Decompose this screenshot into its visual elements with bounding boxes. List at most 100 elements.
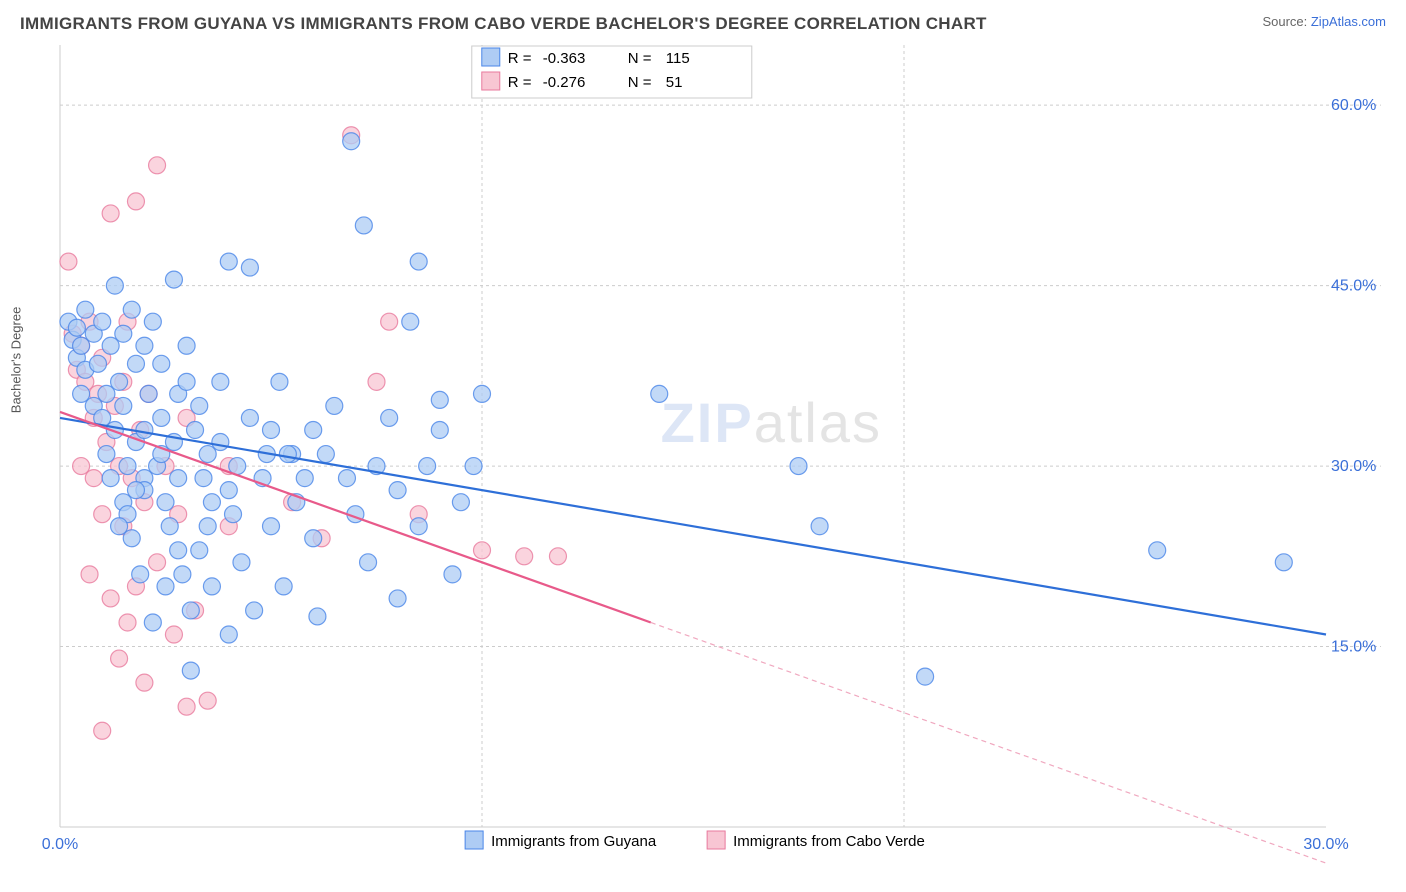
data-point	[296, 470, 313, 487]
data-point	[111, 373, 128, 390]
data-point	[651, 385, 668, 402]
legend-swatch	[707, 831, 725, 849]
source-label: Source:	[1262, 14, 1310, 29]
data-point	[516, 548, 533, 565]
legend-swatch	[465, 831, 483, 849]
data-point	[149, 157, 166, 174]
data-point	[85, 470, 102, 487]
data-point	[178, 373, 195, 390]
data-point	[111, 518, 128, 535]
y-tick-label: 60.0%	[1331, 97, 1376, 114]
data-point	[203, 578, 220, 595]
data-point	[233, 554, 250, 571]
data-point	[790, 458, 807, 475]
data-point	[309, 608, 326, 625]
source-link[interactable]: ZipAtlas.com	[1311, 14, 1386, 29]
data-point	[81, 566, 98, 583]
data-point	[452, 494, 469, 511]
data-point	[178, 698, 195, 715]
data-point	[161, 518, 178, 535]
data-point	[1149, 542, 1166, 559]
data-point	[106, 277, 123, 294]
data-point	[305, 421, 322, 438]
data-point	[474, 385, 491, 402]
data-point	[271, 373, 288, 390]
data-point	[410, 253, 427, 270]
data-point	[203, 494, 220, 511]
legend-r-value: -0.363	[543, 50, 586, 67]
data-point	[149, 554, 166, 571]
y-axis-label: Bachelor's Degree	[9, 306, 24, 413]
data-point	[170, 470, 187, 487]
data-point	[77, 301, 94, 318]
data-point	[98, 446, 115, 463]
legend-swatch	[482, 72, 500, 90]
data-point	[355, 217, 372, 234]
data-point	[94, 722, 111, 739]
data-point	[199, 692, 216, 709]
data-point	[102, 470, 119, 487]
data-point	[305, 530, 322, 547]
data-point	[191, 542, 208, 559]
data-point	[144, 313, 161, 330]
legend-swatch	[482, 48, 500, 66]
data-point	[402, 313, 419, 330]
data-point	[917, 668, 934, 685]
y-tick-label: 15.0%	[1331, 639, 1376, 656]
x-tick-label: 30.0%	[1303, 836, 1348, 853]
data-point	[263, 421, 280, 438]
data-point	[431, 421, 448, 438]
data-point	[157, 494, 174, 511]
data-point	[343, 133, 360, 150]
data-point	[419, 458, 436, 475]
data-point	[263, 518, 280, 535]
data-point	[381, 409, 398, 426]
data-point	[246, 602, 263, 619]
data-point	[140, 385, 157, 402]
data-point	[136, 337, 153, 354]
data-point	[212, 434, 229, 451]
legend-series-label: Immigrants from Cabo Verde	[733, 833, 925, 850]
data-point	[220, 626, 237, 643]
data-point	[170, 542, 187, 559]
data-point	[127, 355, 144, 372]
data-point	[182, 602, 199, 619]
source-attribution: Source: ZipAtlas.com	[1262, 14, 1386, 29]
watermark: ZIPatlas	[661, 391, 882, 454]
data-point	[220, 253, 237, 270]
data-point	[389, 590, 406, 607]
data-point	[60, 253, 77, 270]
data-point	[279, 446, 296, 463]
data-point	[174, 566, 191, 583]
y-tick-label: 30.0%	[1331, 458, 1376, 475]
correlation-scatter-chart: 15.0% 30.0% 45.0% 60.0% 0.0% 30.0% ZIPatlas R =…	[20, 45, 1386, 872]
data-point	[123, 301, 140, 318]
data-point	[389, 482, 406, 499]
data-point	[241, 259, 258, 276]
data-point	[444, 566, 461, 583]
legend-n-label: N =	[628, 74, 652, 91]
data-point	[127, 482, 144, 499]
data-point	[212, 373, 229, 390]
legend-r-label: R =	[508, 74, 532, 91]
trend-line	[60, 412, 651, 623]
x-tick-label: 0.0%	[42, 836, 78, 853]
legend-n-value: 51	[666, 74, 683, 91]
data-point	[178, 337, 195, 354]
data-point	[474, 542, 491, 559]
y-tick-label: 45.0%	[1331, 278, 1376, 295]
data-point	[225, 506, 242, 523]
data-point	[465, 458, 482, 475]
data-point	[136, 421, 153, 438]
data-point	[153, 409, 170, 426]
data-point	[144, 614, 161, 631]
legend-series-label: Immigrants from Guyana	[491, 833, 657, 850]
data-point	[157, 578, 174, 595]
data-point	[68, 319, 85, 336]
data-point	[811, 518, 828, 535]
data-point	[241, 409, 258, 426]
data-point	[187, 421, 204, 438]
data-point	[153, 355, 170, 372]
data-point	[326, 397, 343, 414]
data-point	[1275, 554, 1292, 571]
